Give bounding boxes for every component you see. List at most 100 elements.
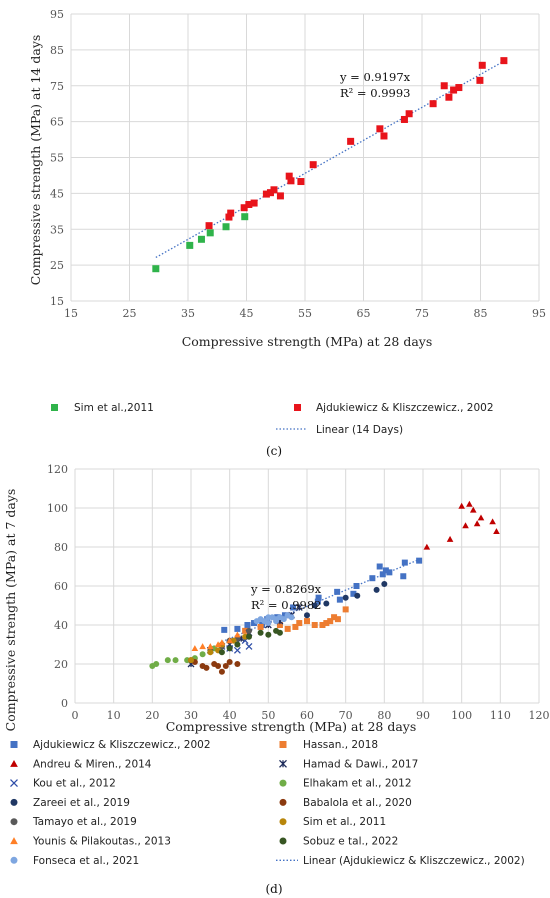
chart-c-point	[197, 235, 205, 243]
chart-d-point	[323, 600, 330, 607]
chart-c-point	[476, 76, 484, 84]
chart-d-point	[226, 637, 233, 644]
legend-d-marker-11	[279, 837, 287, 845]
chart-d-y-tick-label: 120	[47, 463, 68, 476]
chart-d-point	[314, 598, 321, 605]
chart-d-point	[462, 522, 469, 529]
chart-d-point	[319, 622, 326, 628]
legend-d-marker-0	[10, 741, 18, 748]
chart-d-point	[218, 639, 226, 646]
chart-c-point	[445, 93, 453, 101]
chart-c-point	[440, 82, 448, 90]
legend-c-label-sim: Sim et al.,2011	[74, 402, 154, 414]
chart-c-point	[250, 199, 258, 207]
legend-d-label-11: Sobuz e tal., 2022	[303, 836, 398, 848]
chart-d-point	[214, 641, 222, 648]
chart-c-x-tick-label: 25	[123, 307, 137, 320]
chart-c-point	[405, 110, 413, 118]
chart-d-x-tick-label: 110	[490, 709, 511, 722]
chart-c-point	[222, 223, 230, 231]
legend-c-label-linear: Linear (14 Days)	[316, 424, 403, 436]
chart-c-x-tick-label: 85	[474, 307, 488, 320]
chart-d-series-7	[188, 657, 241, 675]
chart-d-point	[215, 662, 222, 669]
chart-d-point	[423, 543, 431, 550]
legend-d-item-1: Hassan., 2018	[279, 739, 378, 751]
chart-c-point	[429, 100, 437, 108]
chart-c-point	[206, 229, 214, 237]
chart-c-point	[152, 265, 160, 273]
chart-d-y-tick-label: 60	[54, 580, 68, 593]
chart-d-trendline	[221, 558, 420, 643]
chart-d-point	[164, 657, 171, 664]
chart-d-point	[373, 586, 380, 593]
legend-d-item-linear: Linear (Ajdukiewicz & Kliszczewicz., 200…	[276, 855, 525, 867]
chart-d-point	[296, 620, 303, 627]
chart-c-x-axis-label: Compressive strength (MPa) at 28 days	[182, 334, 433, 349]
chart-d-equation: y = 0.8269x	[250, 582, 322, 596]
chart-d-point	[400, 573, 407, 580]
chart-c-point	[205, 222, 213, 230]
chart-d-series-12	[253, 612, 295, 627]
chart-d-point	[234, 625, 241, 632]
chart-d-series-10	[191, 631, 241, 652]
chart-d-point	[199, 643, 206, 650]
legend-d-label-0: Ajdukiewicz & Kliszczewicz., 2002	[33, 739, 211, 751]
legend-d-marker-1	[279, 741, 287, 748]
legend-c-marker-ajdukiewicz	[294, 404, 301, 411]
chart-d-point	[401, 559, 408, 566]
chart-d-point	[276, 622, 283, 628]
chart-d-point	[493, 528, 500, 535]
chart-d-point	[226, 645, 233, 652]
legend-d-item-2: Andreu & Miren., 2014	[10, 758, 152, 770]
chart-d-x-tick-label: 60	[300, 709, 314, 722]
chart-d-point	[276, 629, 283, 636]
chart-d-point	[288, 614, 295, 621]
legend-d-marker-7	[279, 798, 287, 806]
chart-d-ticks: 0 20 40 60 80 100 120 0 10 20 30 40 50 60 70 80 90 100 110…	[47, 463, 550, 722]
chart-d-x-tick-label: 100	[451, 709, 472, 722]
legend-d-marker-12	[10, 856, 18, 864]
chart-d-point	[233, 646, 241, 654]
chart-d-point	[153, 661, 160, 667]
legend-d-marker-10	[10, 837, 18, 845]
chart-d-point	[334, 616, 341, 623]
chart-d-points	[149, 500, 500, 675]
chart-d-point	[323, 620, 330, 627]
chart-c-y-tick-label: 85	[50, 44, 64, 57]
chart-d-point	[350, 590, 357, 597]
chart-c-y-tick-label: 15	[50, 295, 64, 308]
legend-d-item-4: Kou et al., 2012	[10, 778, 116, 790]
chart-c-point	[270, 186, 278, 194]
chart-d-point	[304, 612, 310, 619]
chart-d-point	[469, 506, 477, 513]
chart-c-x-tick-label: 65	[357, 307, 371, 320]
chart-d-point	[234, 631, 241, 638]
chart-d-y-tick-label: 80	[54, 541, 68, 554]
chart-c-y-tick-label: 65	[50, 116, 64, 129]
panel-label-c: (c)	[266, 444, 282, 458]
legend-d-item-10: Younis & Pilakoutas., 2013	[10, 836, 171, 848]
chart-d-y-tick-label: 20	[54, 658, 68, 671]
chart-c-ticks: 15 25 35 45 55 65 75 85 95 15 25 35 45 55 65 75 85 95	[50, 8, 546, 320]
legend-d-item-0: Ajdukiewicz & Kliszczewicz., 2002	[10, 739, 211, 751]
legend-d-item-5: Elhakam et al., 2012	[279, 778, 412, 790]
chart-d-point	[315, 594, 322, 601]
chart-d-y-tick-label: 100	[47, 502, 68, 515]
chart-c-point	[241, 213, 249, 221]
chart-d-point	[386, 569, 393, 576]
panel-label-d: (d)	[265, 882, 282, 896]
chart-d-x-axis-label: Compressive strength (MPa) at 28 days	[166, 719, 417, 734]
legend-d-label-12: Fonseca et al., 2021	[33, 855, 139, 867]
chart-d-point	[218, 668, 225, 675]
chart-c: 15 25 35 45 55 65 75 85 95 15 25 35 45 55 65 75 85 95 y =…	[28, 8, 546, 349]
chart-c-y-tick-label: 25	[50, 259, 64, 272]
chart-c-y-tick-label: 55	[50, 152, 64, 165]
chart-d-point	[446, 535, 454, 542]
chart-c-point	[450, 86, 458, 94]
chart-d-point	[265, 631, 272, 638]
chart-c-point	[186, 241, 194, 249]
legend-d-label-5: Elhakam et al., 2012	[303, 778, 412, 790]
legend-d-label-6: Zareei et al., 2019	[33, 797, 130, 809]
chart-c-x-tick-label: 45	[240, 307, 254, 320]
